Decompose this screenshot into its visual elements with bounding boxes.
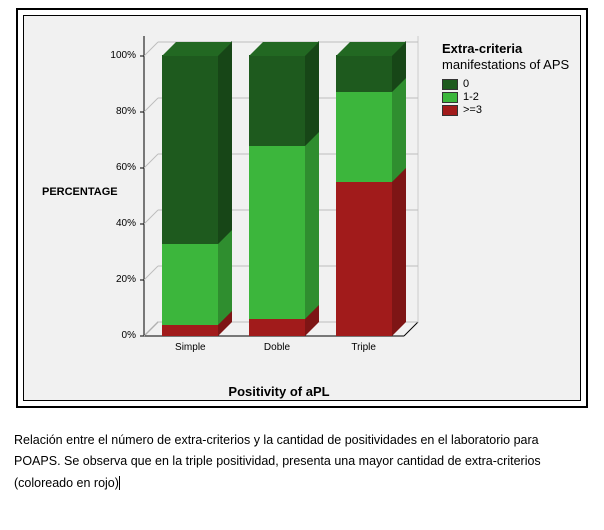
legend-title: Extra-criteria manifestations of APS bbox=[442, 41, 582, 72]
page-root: PERCENTAGE bbox=[0, 0, 604, 530]
ytick-label: 40% bbox=[106, 218, 136, 229]
ytick-label: 80% bbox=[106, 106, 136, 117]
bar-doble bbox=[249, 56, 319, 336]
text-cursor-icon bbox=[119, 476, 120, 490]
ytick-label: 20% bbox=[106, 274, 136, 285]
legend-label: 0 bbox=[463, 78, 469, 90]
x-axis-label: Positivity of aPL bbox=[179, 384, 379, 399]
segment-1-2 bbox=[336, 91, 392, 182]
caption-text: Relación entre el número de extra-criter… bbox=[14, 430, 590, 494]
segment-0 bbox=[336, 55, 392, 92]
bars-container bbox=[144, 36, 404, 336]
segment-0 bbox=[249, 55, 305, 146]
legend-swatch-icon bbox=[442, 79, 458, 90]
segment->=3 bbox=[249, 318, 305, 336]
ytick-label: 100% bbox=[106, 50, 136, 61]
bar-simple bbox=[162, 56, 232, 336]
bar-triple bbox=[336, 56, 406, 336]
category-label: Simple bbox=[160, 342, 220, 353]
caption-line1: Relación entre el número de extra-criter… bbox=[14, 433, 539, 447]
chart-inner-frame: PERCENTAGE bbox=[23, 15, 581, 401]
y-axis-label: PERCENTAGE bbox=[42, 186, 118, 198]
category-label: Triple bbox=[334, 342, 394, 353]
legend-item-1-2: 1-2 bbox=[442, 91, 582, 103]
ytick-label: 60% bbox=[106, 162, 136, 173]
segment->=3 bbox=[162, 324, 218, 336]
segment-0 bbox=[162, 55, 218, 244]
legend-item-0: 0 bbox=[442, 78, 582, 90]
legend-label: >=3 bbox=[463, 104, 482, 116]
segment->=3 bbox=[336, 181, 392, 336]
legend-label: 1-2 bbox=[463, 91, 479, 103]
legend-title-line2: manifestations of APS bbox=[442, 57, 569, 72]
caption-line3: (coloreado en rojo) bbox=[14, 476, 119, 490]
chart-outer-frame: PERCENTAGE bbox=[16, 8, 588, 408]
legend-title-line1: Extra-criteria bbox=[442, 41, 522, 56]
legend: Extra-criteria manifestations of APS 01-… bbox=[442, 41, 582, 117]
category-label: Doble bbox=[247, 342, 307, 353]
legend-item->=3: >=3 bbox=[442, 104, 582, 116]
legend-swatch-icon bbox=[442, 92, 458, 103]
plot-area bbox=[144, 36, 404, 336]
caption-line2: POAPS. Se observa que en la triple posit… bbox=[14, 454, 541, 468]
segment-1-2 bbox=[162, 243, 218, 325]
ytick-label: 0% bbox=[106, 330, 136, 341]
legend-swatch-icon bbox=[442, 105, 458, 116]
segment-1-2 bbox=[249, 145, 305, 320]
